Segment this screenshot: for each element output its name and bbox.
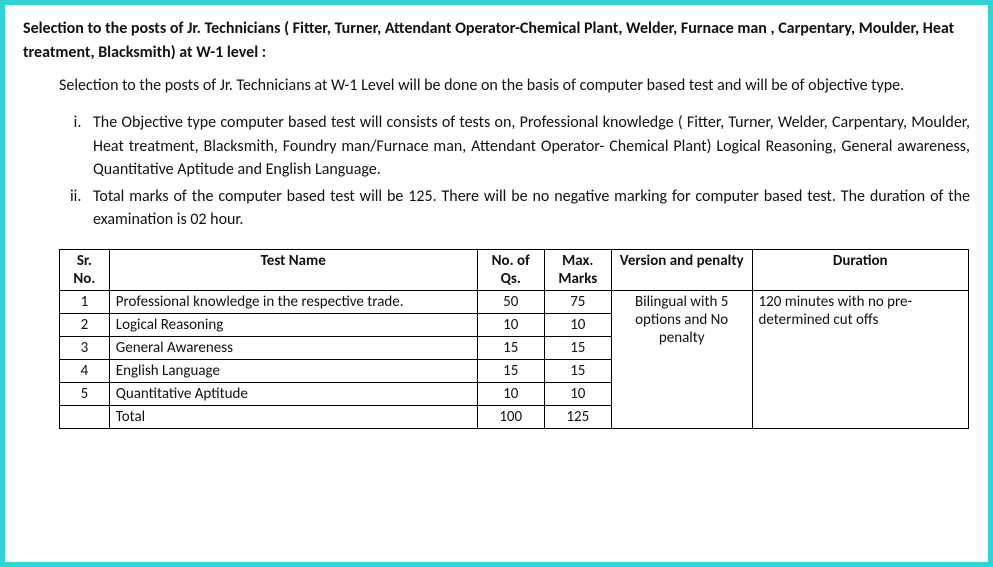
cell-marks: 10 <box>544 383 611 406</box>
cell-name: English Language <box>109 360 477 383</box>
heading: Selection to the posts of Jr. Technician… <box>23 17 970 65</box>
cell-name: General Awareness <box>109 337 477 360</box>
cell-sr: 2 <box>60 314 110 337</box>
cell-sr: 4 <box>60 360 110 383</box>
cell-qs: 15 <box>477 360 544 383</box>
table-header-row: Sr. No. Test Name No. of Qs. Max. Marks … <box>60 250 969 291</box>
table-row: 1 Professional knowledge in the respecti… <box>60 291 969 314</box>
cell-sr: 1 <box>60 291 110 314</box>
cell-marks: 15 <box>544 360 611 383</box>
cell-name: Professional knowledge in the respective… <box>109 291 477 314</box>
cell-total-marks: 125 <box>544 406 611 429</box>
header-name: Test Name <box>109 250 477 291</box>
exam-table: Sr. No. Test Name No. of Qs. Max. Marks … <box>59 249 969 429</box>
cell-name: Quantitative Aptitude <box>109 383 477 406</box>
cell-duration: 120 minutes with no pre- determined cut … <box>752 291 968 429</box>
heading-suffix: : <box>258 43 266 62</box>
header-marks: Max. Marks <box>544 250 611 291</box>
cell-marks: 10 <box>544 314 611 337</box>
cell-qs: 15 <box>477 337 544 360</box>
cell-qs: 10 <box>477 383 544 406</box>
list-item-i: The Objective type computer based test w… <box>85 111 970 181</box>
cell-total-qs: 100 <box>477 406 544 429</box>
intro-paragraph: Selection to the posts of Jr. Technician… <box>59 75 970 97</box>
header-version: Version and penalty <box>611 250 752 291</box>
cell-qs: 50 <box>477 291 544 314</box>
cell-total-label: Total <box>109 406 477 429</box>
cell-qs: 10 <box>477 314 544 337</box>
list-item-ii: Total marks of the computer based test w… <box>85 185 970 231</box>
cell-marks: 75 <box>544 291 611 314</box>
cell-sr-empty <box>60 406 110 429</box>
cell-sr: 5 <box>60 383 110 406</box>
header-sr: Sr. No. <box>60 250 110 291</box>
header-qs: No. of Qs. <box>477 250 544 291</box>
heading-text: Selection to the posts of Jr. Technician… <box>23 19 954 62</box>
cell-name: Logical Reasoning <box>109 314 477 337</box>
document-frame: Selection to the posts of Jr. Technician… <box>0 0 993 567</box>
header-duration: Duration <box>752 250 968 291</box>
cell-marks: 15 <box>544 337 611 360</box>
cell-version: Bilingual with 5 options and No penalty <box>611 291 752 429</box>
cell-sr: 3 <box>60 337 110 360</box>
numbered-list: The Objective type computer based test w… <box>59 111 970 231</box>
